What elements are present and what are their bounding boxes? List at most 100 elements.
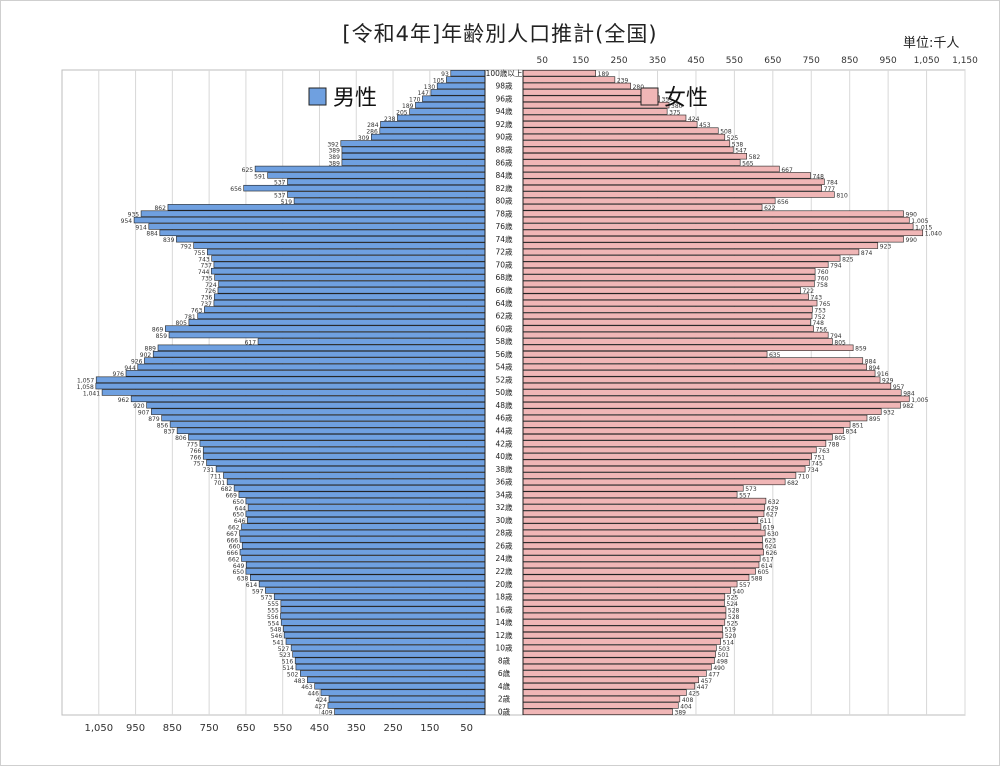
bar-female — [522, 267, 816, 275]
value-label-female: 745 — [811, 461, 823, 468]
value-label-female: 982 — [902, 403, 914, 410]
x-tick-label-left: 750 — [200, 723, 219, 734]
bar-male — [307, 676, 486, 684]
bar-female — [522, 357, 864, 364]
age-label: 22歳 — [495, 566, 513, 576]
bar-female — [522, 363, 867, 371]
bar-female — [522, 389, 902, 396]
age-label: 76歳 — [495, 221, 513, 231]
bar-female — [522, 114, 687, 122]
age-label: 100歳以上 — [486, 68, 523, 78]
x-tick-label-right: 750 — [803, 56, 820, 66]
age-label: 66歳 — [495, 285, 513, 295]
bar-male — [215, 465, 486, 473]
x-tick-label-right: 950 — [880, 56, 897, 66]
value-label-female: 626 — [766, 550, 778, 557]
age-label: 82歳 — [495, 183, 513, 193]
value-label-female: 923 — [880, 244, 892, 251]
x-tick-label-left: 350 — [347, 723, 366, 734]
value-label-female: 1,015 — [915, 224, 932, 231]
bar-male — [254, 165, 486, 173]
value-label-male: 555 — [267, 601, 279, 608]
bar-male — [238, 491, 486, 498]
bar-female — [522, 376, 881, 383]
bar-female — [522, 89, 646, 96]
value-label-female: 1,005 — [911, 218, 928, 225]
bar-male — [241, 523, 486, 530]
bar-male — [380, 121, 486, 128]
bar-male — [133, 216, 486, 224]
bar-male — [213, 261, 486, 268]
bar-female — [522, 242, 879, 249]
bar-male — [415, 101, 486, 109]
bar-male — [300, 670, 486, 677]
value-label-male: 757 — [193, 461, 205, 468]
value-label-female: 752 — [814, 314, 826, 321]
age-label: 46歳 — [495, 413, 513, 423]
value-label-female: 538 — [732, 141, 744, 148]
value-label-female: 503 — [718, 646, 730, 653]
bar-male — [327, 702, 486, 709]
value-label-male: 926 — [131, 358, 143, 365]
age-label: 36歳 — [495, 477, 513, 487]
bar-male — [241, 542, 486, 549]
value-label-male: 147 — [417, 90, 429, 97]
value-label-male: 463 — [301, 684, 313, 691]
value-label-female: 525 — [727, 595, 739, 602]
x-tick-label-right: 1,150 — [952, 56, 978, 66]
value-label-female: 389 — [675, 710, 687, 717]
bar-female — [522, 402, 901, 409]
bar-female — [522, 644, 717, 652]
bar-female — [522, 561, 760, 569]
value-label-female: 990 — [906, 212, 918, 219]
bar-female — [522, 676, 699, 684]
bar-female — [522, 331, 829, 339]
value-label-male: 519 — [281, 199, 293, 206]
age-label: 68歳 — [495, 272, 513, 282]
legend-swatch-male — [308, 87, 327, 106]
bar-female — [522, 485, 744, 492]
value-label-female: 490 — [713, 665, 725, 672]
value-label-female: 748 — [812, 320, 824, 327]
value-label-female: 1,005 — [911, 397, 928, 404]
value-label-male: 1,057 — [77, 378, 94, 385]
bar-male — [328, 695, 486, 703]
age-label: 64歳 — [495, 298, 513, 308]
bar-male — [239, 536, 486, 543]
value-label-female: 758 — [816, 282, 828, 289]
age-label: 12歳 — [495, 630, 513, 640]
age-label: 96歳 — [495, 93, 513, 103]
bar-male — [280, 612, 486, 620]
bar-female — [522, 236, 904, 243]
value-label-male: 954 — [121, 218, 133, 225]
value-label-female: 557 — [739, 493, 751, 500]
value-label-female: 605 — [758, 569, 770, 576]
bar-male — [245, 561, 486, 569]
bar-female — [522, 689, 687, 696]
x-tick-label-left: 850 — [163, 723, 182, 734]
value-label-female: 1,040 — [925, 231, 942, 238]
bar-female — [522, 625, 723, 632]
value-label-female: 457 — [701, 678, 713, 685]
value-label-male: 644 — [235, 505, 247, 512]
x-tick-label-left: 650 — [236, 723, 255, 734]
bar-male — [101, 389, 486, 396]
chart-title: [令和4年]年齢別人口推計(全国) — [342, 22, 658, 46]
bar-female — [522, 184, 822, 192]
value-label-female: 189 — [598, 71, 610, 78]
value-label-female: 573 — [745, 486, 757, 493]
value-label-female: 682 — [787, 480, 799, 487]
age-label: 30歳 — [495, 515, 513, 525]
value-label-male: 805 — [175, 320, 187, 327]
x-tick-label-right: 550 — [726, 56, 743, 66]
value-label-female: 851 — [852, 422, 864, 429]
bar-female — [522, 223, 914, 230]
bar-female — [522, 229, 924, 237]
value-label-male: 839 — [163, 237, 175, 244]
value-label-female: 630 — [767, 531, 779, 538]
value-label-female: 528 — [728, 608, 740, 615]
value-label-female: 932 — [883, 410, 895, 417]
age-label: 0歳 — [498, 707, 511, 717]
bar-male — [280, 600, 486, 607]
value-label-male: 907 — [138, 410, 150, 417]
